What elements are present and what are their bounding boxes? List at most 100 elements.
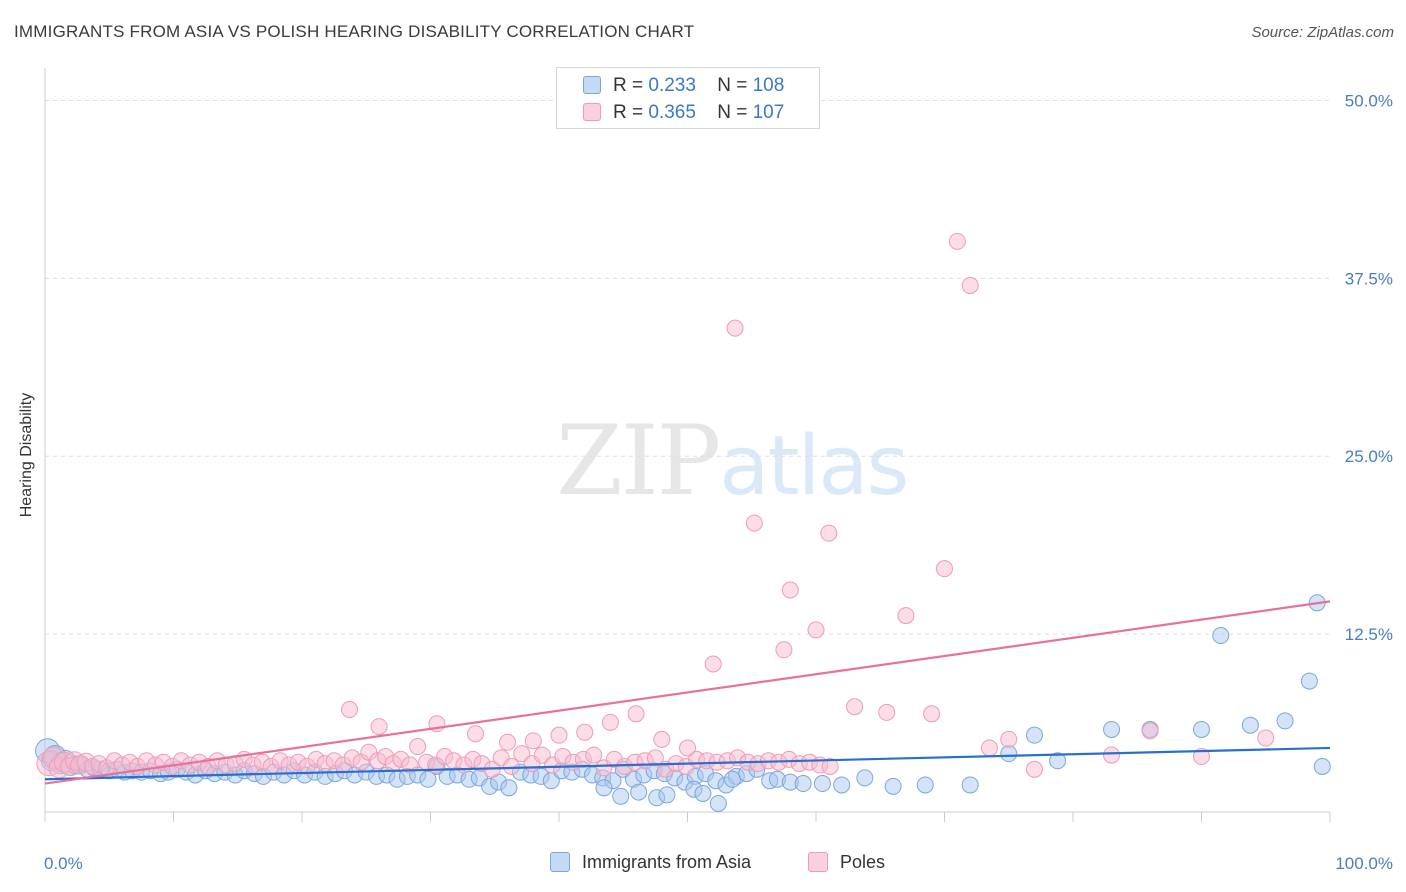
data-point-poles <box>1193 748 1210 765</box>
data-point-asia <box>1300 672 1318 690</box>
data-point-poles <box>807 621 825 639</box>
data-point-poles <box>646 749 664 767</box>
data-point-asia <box>1103 720 1121 738</box>
data-point-asia <box>723 770 741 788</box>
data-point-poles <box>576 723 594 741</box>
data-point-poles <box>936 560 953 578</box>
y-tick-label: 50.0% <box>1345 91 1393 110</box>
data-point-asia <box>694 785 712 802</box>
data-point-poles <box>745 514 763 532</box>
data-point-poles <box>961 276 979 294</box>
data-point-poles <box>513 745 531 763</box>
legend-n-value: 108 <box>752 75 785 96</box>
legend-row-poles: R = 0.365 N = 107 <box>583 102 784 128</box>
y-tick-label: 12.5% <box>1345 625 1393 644</box>
data-point-asia <box>612 787 630 805</box>
data-point-poles <box>704 655 722 673</box>
data-point-poles <box>533 746 551 764</box>
data-point-poles <box>601 713 619 731</box>
legend-r-label: R = <box>613 75 644 96</box>
data-point-poles <box>585 746 603 764</box>
data-point-asia <box>1000 745 1018 763</box>
data-point-poles <box>524 732 542 750</box>
data-point-poles <box>1025 760 1043 778</box>
data-point-asia <box>658 786 676 804</box>
data-point-poles <box>846 698 864 716</box>
data-point-poles <box>923 705 941 723</box>
legend-r-value: 0.233 <box>648 75 696 96</box>
data-point-asia <box>1276 712 1294 730</box>
data-point-poles <box>1257 729 1275 747</box>
data-point-poles <box>1000 730 1018 748</box>
x-tick-label: 0.0% <box>44 854 83 873</box>
bottom-legend-swatch-asia <box>550 852 570 872</box>
data-point-poles <box>726 319 744 337</box>
data-point-asia <box>833 776 851 794</box>
data-point-poles <box>897 607 915 625</box>
grid-layer <box>45 99 1330 635</box>
data-point-poles <box>466 725 484 743</box>
axis-layer <box>44 68 1331 822</box>
trend-line-poles <box>44 600 1331 785</box>
data-point-poles <box>775 641 793 659</box>
y-tick-label: 37.5% <box>1345 269 1393 288</box>
trend-layer <box>44 600 1331 785</box>
data-point-asia <box>419 770 437 788</box>
data-point-poles <box>1141 722 1159 740</box>
data-point-poles <box>370 718 388 736</box>
correlation-legend: R = 0.233 N = 108 R = 0.365 N = 107 <box>556 67 820 129</box>
data-point-poles <box>502 757 520 775</box>
data-point-asia <box>1193 720 1210 738</box>
data-point-poles <box>341 701 359 719</box>
legend-swatch-poles <box>583 103 601 121</box>
trend-line-asia <box>44 746 1331 781</box>
data-point-poles <box>781 581 799 599</box>
data-point-asia <box>856 769 874 787</box>
data-point-asia <box>916 776 934 794</box>
legend-r-value: 0.365 <box>648 102 696 123</box>
points-layer <box>35 232 1331 812</box>
data-point-poles <box>948 232 966 250</box>
data-point-asia <box>794 775 812 793</box>
label-layer: 12.5% 25.0% 37.5% 50.0% 0.0% 100.0% <box>44 91 1393 873</box>
data-point-poles <box>1103 746 1121 764</box>
data-point-asia <box>1212 627 1230 645</box>
data-point-poles <box>550 726 568 744</box>
data-point-poles <box>878 703 896 721</box>
legend-swatch-asia <box>583 76 601 94</box>
data-point-asia <box>595 779 613 797</box>
data-point-poles <box>409 738 427 756</box>
data-point-asia <box>709 794 727 812</box>
data-point-poles <box>820 524 838 542</box>
legend-r-label: R = <box>613 102 644 123</box>
data-point-poles <box>679 739 696 757</box>
bottom-legend-swatch-poles <box>808 852 828 872</box>
chart-source: Source: ZipAtlas.com <box>1251 24 1394 41</box>
data-point-asia <box>1025 726 1043 744</box>
data-point-asia <box>884 777 902 795</box>
legend-n-value: 107 <box>752 102 785 123</box>
data-point-asia <box>961 776 979 794</box>
data-point-poles <box>401 756 419 774</box>
data-point-poles <box>821 757 839 775</box>
legend-n-label: N = <box>717 75 748 96</box>
y-tick-label: 25.0% <box>1345 447 1393 466</box>
bottom-legend-poles: Poles <box>808 852 885 873</box>
data-point-asia <box>1241 716 1259 734</box>
data-point-poles <box>627 705 645 723</box>
data-point-asia <box>813 775 831 793</box>
legend-n-label: N = <box>717 102 748 123</box>
legend-row-asia: R = 0.233 N = 108 <box>583 75 784 101</box>
data-point-asia <box>630 783 648 801</box>
chart-title: IMMIGRANTS FROM ASIA VS POLISH HEARING D… <box>14 22 695 41</box>
data-point-poles <box>980 739 998 757</box>
bottom-legend-asia: Immigrants from Asia <box>550 852 751 873</box>
data-point-asia <box>1313 757 1331 775</box>
data-point-poles <box>499 733 517 751</box>
x-tick-label: 100.0% <box>1335 854 1393 873</box>
data-point-poles <box>653 730 671 748</box>
bottom-legend-label-asia: Immigrants from Asia <box>582 852 752 872</box>
bottom-legend-label-poles: Poles <box>840 852 886 872</box>
data-point-asia <box>1049 752 1067 770</box>
